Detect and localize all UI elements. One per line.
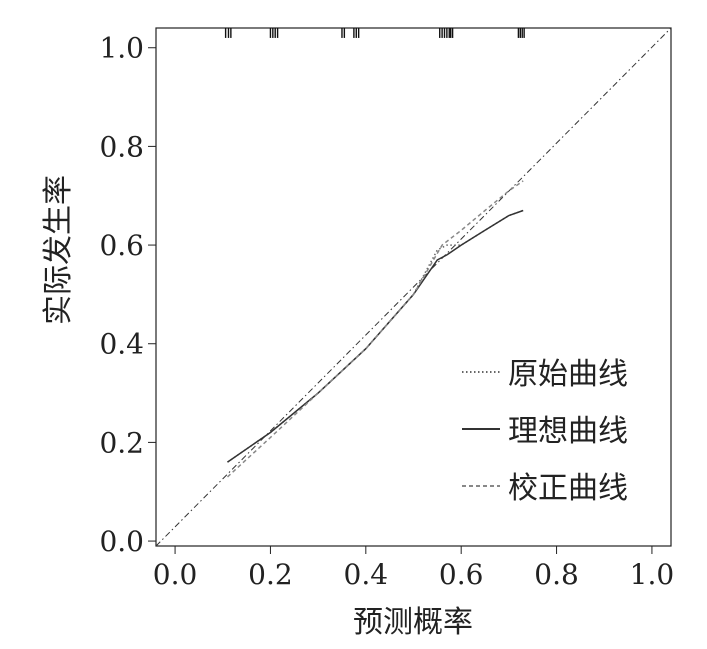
axis-layer: 0.0 0.2 0.4 0.6 0.8 1.0 0.0 0.2 0.4 0.6 0.8 1.0	[99, 32, 674, 591]
y-tick-label: 0.6	[99, 229, 144, 262]
plot-frame	[155, 27, 672, 547]
x-tick-label: 0.2	[248, 558, 293, 591]
legend-label-original: 原始曲线	[508, 357, 628, 392]
y-tick-label: 0.8	[99, 130, 144, 163]
y-tick-label: 1.0	[99, 32, 144, 65]
x-tick-label: 0.6	[439, 558, 484, 591]
x-axis-title: 预测概率	[353, 605, 473, 640]
legend-label-calibrated: 校正曲线	[508, 471, 628, 506]
series-ideal-line	[227, 209, 524, 463]
y-tick-label: 0.4	[99, 328, 144, 361]
y-axis-title: 实际发生率	[41, 175, 76, 325]
rug-layer	[224, 27, 525, 38]
series-layer	[226, 180, 524, 478]
legend-label-ideal: 理想曲线	[508, 414, 628, 449]
reference-line-layer	[155, 27, 672, 547]
x-tick-label: 0.8	[534, 558, 579, 591]
x-tick-label: 0.4	[344, 558, 389, 591]
series-calibrated-line	[226, 180, 524, 478]
y-tick-label: 0.2	[99, 426, 144, 459]
series-original-line	[227, 209, 524, 463]
x-tick-label: 0.0	[153, 558, 198, 591]
x-tick-label: 1.0	[630, 558, 675, 591]
y-tick-label: 0.0	[99, 525, 144, 558]
reference-diagonal-line	[155, 27, 672, 547]
legend: 原始曲线 理想曲线 校正曲线	[462, 357, 628, 506]
